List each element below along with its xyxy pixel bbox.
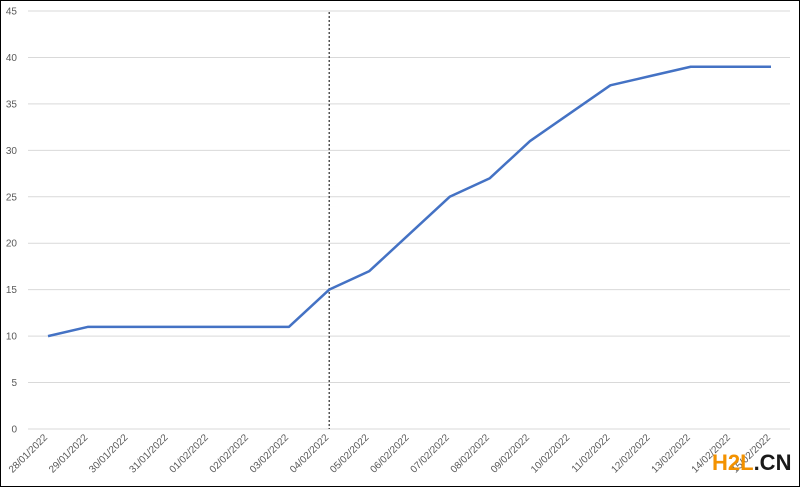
y-tick-label: 35: [6, 99, 18, 110]
y-tick-label: 25: [6, 192, 18, 203]
y-tick-label: 5: [11, 378, 17, 389]
y-tick-label: 15: [6, 285, 18, 296]
data-line: [47, 65, 771, 338]
y-tick-label: 20: [6, 239, 18, 250]
y-tick-label: 40: [6, 53, 18, 64]
watermark-a: H2L: [712, 450, 754, 475]
watermark-b: .CN: [754, 450, 792, 475]
watermark: H2L.CN: [712, 450, 791, 475]
y-tick-label: 10: [6, 332, 18, 343]
y-tick-label: 30: [6, 146, 18, 157]
y-tick-label: 45: [6, 7, 18, 18]
y-tick-label: 0: [11, 425, 17, 436]
